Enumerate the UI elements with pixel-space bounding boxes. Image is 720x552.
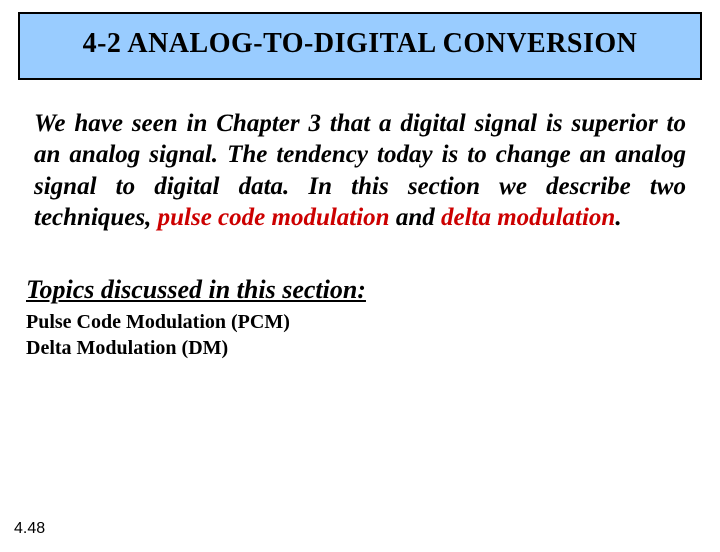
para-text-3: . bbox=[615, 204, 621, 231]
topics-heading: Topics discussed in this section: bbox=[26, 275, 720, 305]
page-number: 4.48 bbox=[14, 520, 45, 538]
para-text-2: and bbox=[390, 204, 441, 231]
intro-paragraph: We have seen in Chapter 3 that a digital… bbox=[34, 108, 686, 233]
topics-list: Pulse Code Modulation (PCM) Delta Modula… bbox=[26, 309, 720, 361]
keyword-pcm: pulse code modulation bbox=[158, 204, 390, 231]
section-title: 4-2 ANALOG-TO-DIGITAL CONVERSION bbox=[30, 28, 690, 60]
section-title-box: 4-2 ANALOG-TO-DIGITAL CONVERSION bbox=[18, 12, 702, 80]
keyword-dm: delta modulation bbox=[441, 204, 615, 231]
topic-item-dm: Delta Modulation (DM) bbox=[26, 335, 720, 361]
topic-item-pcm: Pulse Code Modulation (PCM) bbox=[26, 309, 720, 335]
